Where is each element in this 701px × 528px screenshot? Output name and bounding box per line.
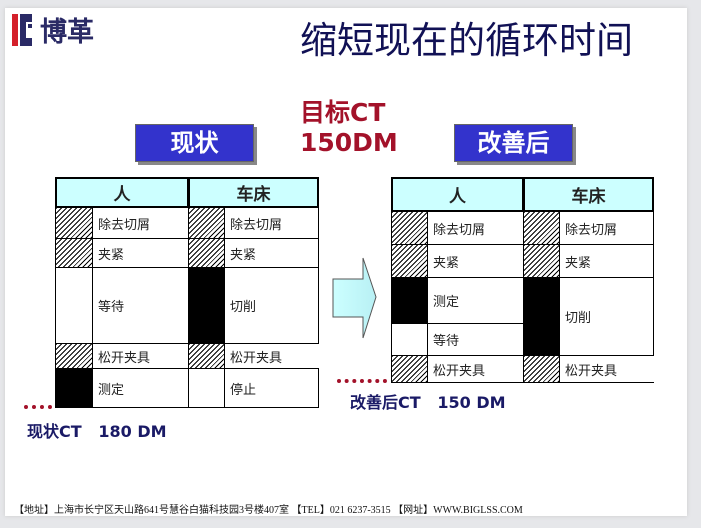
hatch-block [55,343,93,369]
hatch-block [523,355,560,383]
empty-block [55,267,93,344]
step-label: 测定 [92,368,189,408]
improved-ct: 改善后CT 150 DM [350,389,506,413]
page-title: 缩短现在的循环时间 [300,19,633,62]
step-label: 等待 [427,323,524,356]
black-block [55,368,93,408]
header-machine: 车床 [188,177,319,208]
current-state-tag: 现状 [135,124,254,162]
target-ct: 目标CT 150DM [300,98,398,158]
target-ct-label: 目标CT [300,98,386,127]
step-label: 松开夹具 [224,343,319,369]
hatch-block [391,244,428,278]
current-ct: 现状CT 180 DM [27,418,167,442]
step-label: 切削 [559,277,654,356]
step-label: 除去切屑 [559,211,654,245]
step-label: 除去切屑 [224,207,319,239]
hatch-block [523,244,560,278]
step-label: 停止 [224,368,319,408]
hatch-block [391,211,428,245]
dotted-marker [24,405,52,409]
step-label: 夹紧 [224,238,319,268]
hatch-block [55,207,93,239]
hatch-block [391,355,428,383]
step-label: 松开夹具 [92,343,189,369]
footer-contact: 【地址】上海市长宁区天山路641号慧谷白猫科技园3号楼407室 【TEL】021… [14,505,523,516]
logo-text: 博革 [40,17,94,48]
header-person: 人 [391,177,524,212]
empty-block [391,323,428,356]
black-block [188,267,225,344]
hatch-block [188,343,225,369]
dotted-marker [337,379,387,383]
current-ct-label: 现状CT [27,422,82,441]
step-label: 夹紧 [427,244,524,278]
black-block [523,277,560,356]
logo-icon [12,14,32,46]
step-label: 松开夹具 [559,355,654,383]
hatch-block [188,207,225,239]
header-machine: 车床 [523,177,654,212]
step-label: 切削 [224,267,319,344]
target-ct-value: 150DM [300,128,398,157]
step-label: 夹紧 [92,238,189,268]
step-label: 等待 [92,267,189,344]
step-label: 夹紧 [559,244,654,278]
improved-ct-label: 改善后CT [350,393,421,412]
current-ct-value: 180 DM [98,422,167,441]
improved-state-tag: 改善后 [454,124,573,162]
improved-ct-value: 150 DM [437,393,506,412]
hatch-block [55,238,93,268]
step-label: 松开夹具 [427,355,524,383]
step-label: 除去切屑 [92,207,189,239]
header-person: 人 [55,177,189,208]
black-block [391,277,428,324]
hatch-block [188,238,225,268]
step-label: 除去切屑 [427,211,524,245]
right-arrow-icon [332,257,377,339]
hatch-block [523,211,560,245]
step-label: 测定 [427,277,524,324]
empty-block [188,368,225,408]
